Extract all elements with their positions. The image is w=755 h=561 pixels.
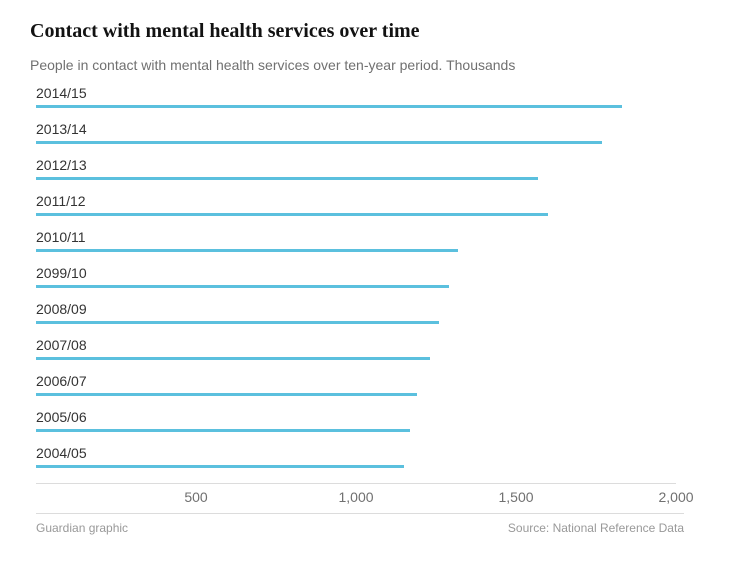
bar-label: 2014/15 <box>36 85 87 101</box>
bar-label: 2004/05 <box>36 445 87 461</box>
axis-rule <box>36 483 676 484</box>
bar-row: 2006/07 <box>36 371 676 407</box>
bar <box>36 285 449 288</box>
bar-row: 2005/06 <box>36 407 676 443</box>
bar-label: 2007/08 <box>36 337 87 353</box>
chart-footer: Guardian graphic Source: National Refere… <box>36 521 684 535</box>
footer-credit: Guardian graphic <box>36 521 128 535</box>
bar-label: 2011/12 <box>36 193 86 209</box>
footer-source: Source: National Reference Data <box>508 521 684 535</box>
bar <box>36 429 410 432</box>
bar-label: 2010/11 <box>36 229 86 245</box>
bar-row: 2007/08 <box>36 335 676 371</box>
bar-label: 2099/10 <box>36 265 87 281</box>
axis-tick: 1,500 <box>498 489 533 505</box>
bar-row: 2013/14 <box>36 119 676 155</box>
chart-title: Contact with mental health services over… <box>30 20 725 43</box>
bar <box>36 249 458 252</box>
bar <box>36 141 602 144</box>
bar-label: 2012/13 <box>36 157 87 173</box>
bar-row: 2004/05 <box>36 443 676 479</box>
axis-tick: 1,000 <box>338 489 373 505</box>
footer-rule <box>36 513 684 514</box>
bar-row: 2014/15 <box>36 83 676 119</box>
bar-label: 2013/14 <box>36 121 87 137</box>
chart-area: 2014/15 2013/14 2012/13 2011/12 2010/11 2099/… <box>36 83 676 515</box>
axis-tick: 2,000 <box>658 489 693 505</box>
chart-subtitle: People in contact with mental health ser… <box>30 57 725 73</box>
bar-row: 2008/09 <box>36 299 676 335</box>
chart-plot: 2014/15 2013/14 2012/13 2011/12 2010/11 2099/… <box>36 83 676 503</box>
bar-label: 2006/07 <box>36 373 87 389</box>
bar-row: 2011/12 <box>36 191 676 227</box>
bar <box>36 357 430 360</box>
bar <box>36 465 404 468</box>
bar <box>36 321 439 324</box>
bar-row: 2012/13 <box>36 155 676 191</box>
bar <box>36 393 417 396</box>
bar-label: 2008/09 <box>36 301 87 317</box>
bar <box>36 177 538 180</box>
bar-label: 2005/06 <box>36 409 87 425</box>
bar <box>36 213 548 216</box>
bar <box>36 105 622 108</box>
bar-row: 2010/11 <box>36 227 676 263</box>
bar-row: 2099/10 <box>36 263 676 299</box>
axis-tick: 500 <box>184 489 207 505</box>
